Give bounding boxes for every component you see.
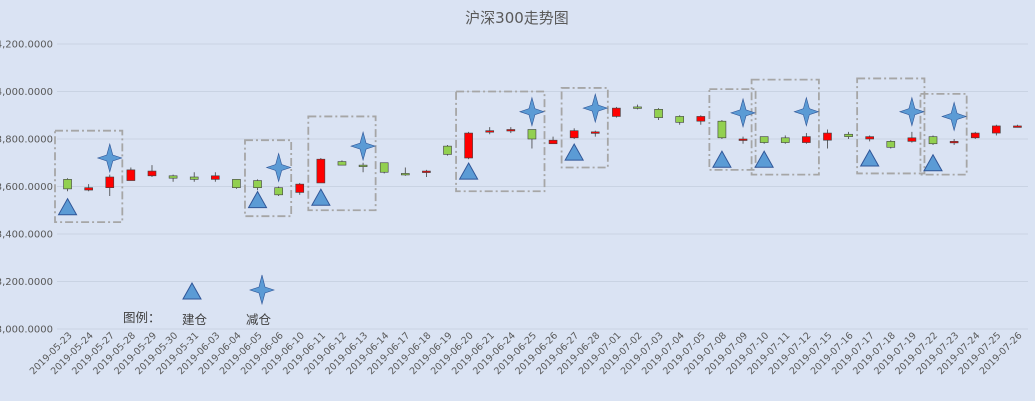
candle-body [253,180,262,188]
buy-marker [712,150,732,168]
signal-box [307,115,377,212]
candle-body [337,161,347,166]
sell-marker [518,96,545,127]
signal-markers [57,92,968,216]
candle-body [759,136,769,143]
candle-body [126,169,136,181]
candle-body [569,130,579,139]
buy-marker [923,153,943,172]
legend-sell-marker-icon [249,274,275,306]
candle-body [738,138,748,141]
y-tick-label: 3,200.0000 [0,277,53,288]
candle-body [886,141,896,148]
signal-box [455,90,546,193]
candle-body [696,116,706,122]
sell-marker [730,97,756,129]
signal-box [919,92,968,176]
candle-body [527,129,537,140]
candle-body [105,176,115,188]
legend-title: 图例： [123,310,161,325]
legend-buy-marker-icon [182,281,202,300]
chart-title: 沪深300走势图 [465,9,569,27]
legend-sell-label: 减仓 [246,312,272,327]
candle-body [506,129,516,132]
buy-marker [57,197,78,216]
y-tick-label: 3,800.0000 [0,135,53,146]
candle-body [400,173,410,176]
candle-body [147,170,157,177]
candle-body [84,187,93,191]
candle-body [443,145,452,155]
candle-body [970,132,980,139]
sell-marker [96,142,123,174]
buy-marker [458,162,479,180]
candle-body [464,132,473,159]
legend-buy-label: 建仓 [182,312,208,327]
y-tick-label: 4,200.0000 [0,40,53,51]
signal-box [54,129,124,224]
buy-marker [564,143,585,161]
buy-marker [311,188,331,206]
candle-body [907,137,917,142]
signal-box [750,78,820,176]
candle-body [865,136,874,140]
buy-marker [754,150,774,168]
candle-body [295,183,305,193]
signal-box [560,87,609,169]
buy-marker [247,190,268,209]
candle-body [654,109,663,118]
candle-body [928,136,938,145]
candle-body [717,120,727,139]
candle-body [232,179,241,188]
sell-marker [265,152,292,183]
gridlines [57,43,1028,330]
sell-marker [350,130,377,162]
candle-body [274,187,283,196]
y-axis-ticks: 3,000.0000 3,200.0000 3,400.0000 3,600.0000… [0,40,53,336]
sell-marker [941,101,968,132]
sell-marker [582,92,609,124]
candle-body [823,132,832,141]
signal-box [244,139,293,218]
legend: 图例： 建仓 减仓 [123,274,275,327]
signal-box [856,77,926,175]
y-tick-label: 3,400.0000 [0,230,53,241]
candle-body [633,106,642,109]
candle-body [63,179,72,190]
candle-body [189,176,199,180]
signal-box [708,88,757,171]
candle-body [1013,125,1022,128]
candlesticks [63,104,1022,196]
candle-body [548,139,558,145]
candle-body [992,125,1001,134]
candle-body [358,164,368,167]
sell-marker [898,96,925,127]
candle-body [168,175,178,179]
candle-body [590,131,600,134]
candle-body [949,141,959,144]
x-axis-ticks: 2019-05-232019-05-242019-05-272019-05-28… [28,330,1025,377]
y-tick-label: 3,600.0000 [0,182,53,193]
sell-marker [793,96,820,127]
signal-boxes [54,77,968,224]
candle-body [316,158,326,184]
candle-body [612,107,621,117]
y-tick-label: 3,000.0000 [0,325,53,336]
candle-body [675,116,685,123]
candle-body [211,175,220,180]
candle-body [844,133,853,137]
candle-body [422,170,431,173]
buy-marker [859,148,880,167]
candle-body [379,162,389,173]
candle-body [485,130,495,133]
y-tick-label: 4,000.0000 [0,87,53,98]
candle-body [780,137,790,143]
candle-body [802,136,811,143]
